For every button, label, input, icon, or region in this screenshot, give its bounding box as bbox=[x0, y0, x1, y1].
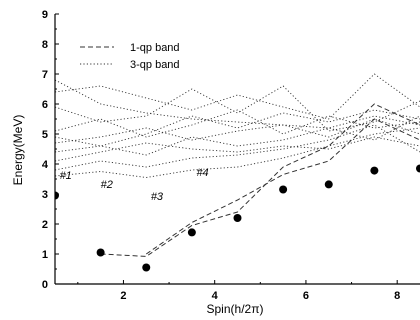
x-axis-title: Spin(h/2π) bbox=[207, 302, 264, 316]
y-tick-label-0: 0 bbox=[42, 279, 48, 291]
dotted-series-line-10 bbox=[55, 127, 420, 178]
annotations: #1 #2 #3 #4 bbox=[60, 167, 209, 203]
legend: 1-qp band 3-qp band bbox=[80, 42, 180, 71]
y-tick-label-1: 1 bbox=[42, 249, 48, 261]
dotted-series-line-6 bbox=[55, 118, 420, 144]
y-tick-label-2: 2 bbox=[42, 219, 48, 231]
y-tick-label-8: 8 bbox=[42, 39, 48, 51]
legend-label-0: 1-qp band bbox=[130, 42, 180, 54]
x-tick-label-3: 8 bbox=[394, 290, 400, 302]
scatter-point-0-1 bbox=[96, 248, 105, 257]
scatter-point-0-5 bbox=[279, 185, 288, 194]
y-tick-label-6: 6 bbox=[42, 99, 48, 111]
scatter-point-0-7 bbox=[370, 166, 379, 175]
scatter-point-0-6 bbox=[324, 180, 333, 189]
annotation-2: #3 bbox=[151, 191, 164, 203]
scatter-point-0-3 bbox=[187, 228, 196, 237]
y-tick-label-4: 4 bbox=[42, 159, 49, 171]
annotation-0: #1 bbox=[60, 170, 72, 182]
scatter-point-0-2 bbox=[142, 263, 151, 272]
scatter-point-0-8 bbox=[416, 164, 420, 173]
dotted-series-line-8 bbox=[55, 136, 420, 162]
annotation-3: #4 bbox=[196, 167, 208, 179]
dotted-series-line-3 bbox=[55, 73, 420, 120]
x-tick-label-2: 6 bbox=[303, 290, 309, 302]
dotted-series-line-11 bbox=[55, 109, 420, 147]
series-points bbox=[55, 164, 420, 272]
y-tick-label-3: 3 bbox=[42, 189, 48, 201]
dotted-series-line-9 bbox=[55, 124, 420, 171]
y-tick-label-5: 5 bbox=[42, 129, 48, 141]
series-lines bbox=[55, 73, 420, 257]
dashed-series-line-0 bbox=[100, 103, 420, 257]
dotted-series-line-5 bbox=[55, 109, 420, 138]
scatter-point-0-4 bbox=[233, 214, 242, 222]
y-tick-label-7: 7 bbox=[42, 69, 48, 81]
x-tick-label-0: 2 bbox=[120, 290, 126, 302]
y-axis-title: Energy(MeV) bbox=[11, 115, 25, 186]
y-tick-label-9: 9 bbox=[42, 9, 48, 21]
legend-label-1: 3-qp band bbox=[130, 59, 180, 71]
ticks: 0 1 2 3 4 5 6 7 8 9 2 4 6 8 bbox=[42, 9, 400, 302]
dashed-series-line-1 bbox=[145, 118, 420, 255]
annotation-1: #2 bbox=[101, 179, 113, 191]
x-tick-label-1: 4 bbox=[212, 290, 219, 302]
